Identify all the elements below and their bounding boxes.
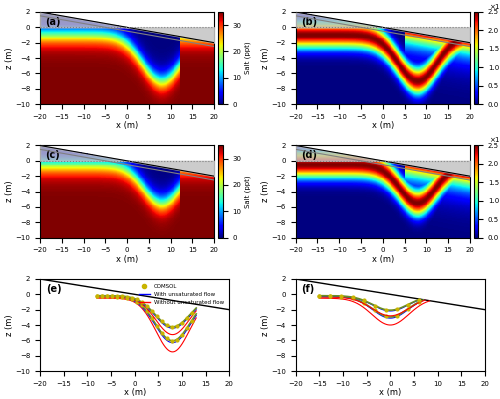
Y-axis label: z (m): z (m) (260, 47, 270, 69)
Y-axis label: z (m): z (m) (260, 314, 270, 336)
X-axis label: x (m): x (m) (116, 121, 138, 130)
Text: (a): (a) (45, 17, 60, 27)
Text: (d): (d) (301, 150, 317, 160)
Y-axis label: z (m): z (m) (5, 181, 14, 202)
X-axis label: x (m): x (m) (372, 121, 394, 130)
Text: (b): (b) (301, 17, 317, 27)
X-axis label: x (m): x (m) (379, 388, 402, 397)
Y-axis label: Salt (ppt): Salt (ppt) (244, 42, 250, 74)
Y-axis label: z (m): z (m) (5, 314, 14, 336)
Y-axis label: z (m): z (m) (260, 181, 270, 202)
Text: $\times10^{-4}$: $\times10^{-4}$ (490, 1, 500, 13)
Y-axis label: z (m): z (m) (5, 47, 14, 69)
Text: (e): (e) (46, 284, 62, 294)
X-axis label: x (m): x (m) (116, 255, 138, 264)
Text: (c): (c) (45, 150, 60, 160)
X-axis label: x (m): x (m) (372, 255, 394, 264)
Y-axis label: Salt (ppt): Salt (ppt) (244, 175, 250, 208)
X-axis label: x (m): x (m) (124, 388, 146, 397)
Text: $\times10^{-4}$: $\times10^{-4}$ (490, 135, 500, 146)
Legend: COMSOL, With unsaturated flow, Without unsaturated flow: COMSOL, With unsaturated flow, Without u… (136, 282, 226, 307)
Text: (f): (f) (302, 284, 314, 294)
